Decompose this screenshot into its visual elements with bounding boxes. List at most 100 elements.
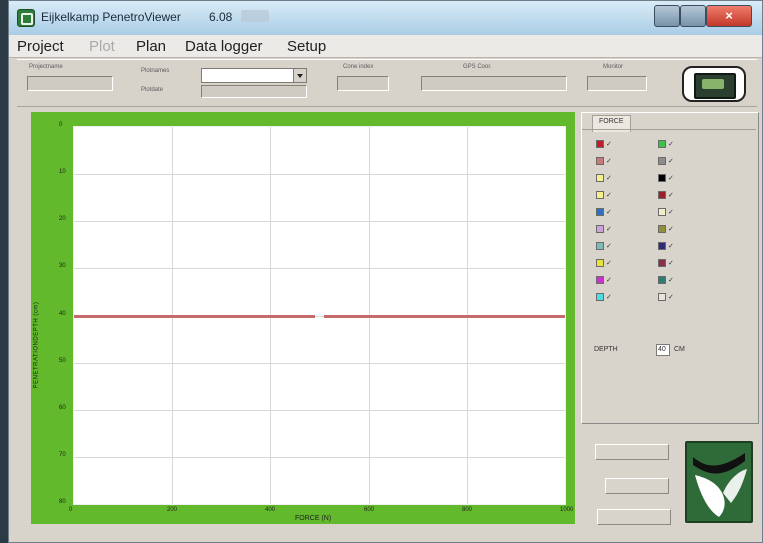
x-tick-label: 800	[462, 507, 473, 513]
legend-panel: FORCE ✓ ✓ ✓ ✓ ✓ ✓ ✓ ✓ ✓ ✓ ✓ ✓ ✓ ✓ ✓ ✓ ✓ ✓ ✓ ✓ DEPTH 40 CM	[581, 112, 759, 424]
legend-swatch	[658, 259, 666, 267]
legend-checkbox[interactable]: ✓	[606, 277, 612, 284]
legend-checkbox[interactable]: ✓	[606, 192, 612, 199]
legend-swatch	[658, 174, 666, 182]
action-button-middle[interactable]	[605, 478, 669, 494]
legend-swatch	[596, 174, 604, 182]
cone-index-label: Cone index	[343, 64, 374, 70]
depth-value: 40	[658, 346, 666, 353]
x-tick-label: 400	[265, 507, 276, 513]
force-tab-body: ✓ ✓ ✓ ✓ ✓ ✓ ✓ ✓ ✓ ✓ ✓ ✓ ✓ ✓ ✓ ✓ ✓ ✓ ✓ ✓ DEPTH 40 CM	[582, 129, 756, 422]
legend-checkbox[interactable]: ✓	[668, 260, 674, 267]
legend-swatch	[658, 140, 666, 148]
legend-checkbox[interactable]: ✓	[606, 243, 612, 250]
app-window: Eijkelkamp PenetroViewer 6.08 × Project …	[8, 0, 763, 543]
logo-mark-icon	[693, 453, 747, 517]
grid-line-horizontal	[74, 174, 565, 175]
window-version: 6.08	[209, 10, 233, 24]
chevron-down-icon[interactable]	[293, 69, 306, 82]
legend-checkbox[interactable]: ✓	[606, 226, 612, 233]
title-suffix	[241, 10, 269, 22]
projectname-label: Projectname	[29, 64, 63, 70]
legend-swatch	[596, 208, 604, 216]
action-button-top[interactable]	[595, 444, 669, 460]
depth-input[interactable]: 40	[656, 344, 670, 356]
title-bar: Eijkelkamp PenetroViewer 6.08 ×	[9, 1, 762, 35]
menu-data-logger[interactable]: Data logger	[185, 38, 263, 55]
menu-plan[interactable]: Plan	[136, 38, 167, 55]
legend-checkbox[interactable]: ✓	[606, 260, 612, 267]
legend-swatch	[658, 242, 666, 250]
legend-checkbox[interactable]: ✓	[668, 158, 674, 165]
legend-swatch	[658, 293, 666, 301]
y-tick-label: 20	[59, 216, 66, 222]
legend-checkbox[interactable]: ✓	[668, 294, 674, 301]
tab-force[interactable]: FORCE	[592, 115, 631, 132]
close-button[interactable]: ×	[706, 5, 752, 27]
depth-unit: CM	[674, 346, 685, 353]
plotnames-label: Plotnames	[141, 68, 170, 74]
legend-checkbox[interactable]: ✓	[606, 294, 612, 301]
action-button-bottom[interactable]	[597, 509, 671, 525]
minimize-button[interactable]	[654, 5, 680, 27]
monitor-label: Monitor	[603, 64, 624, 70]
gps-coor-label: GPS Coor.	[463, 64, 492, 70]
x-axis-title: FORCE (N)	[295, 515, 332, 522]
toolbar: Projectname Plotnames Plotdate Cone inde…	[17, 59, 757, 107]
x-tick-label: 1000	[560, 507, 574, 513]
series-line-segment	[74, 315, 315, 318]
plotdate-label: Plotdate	[141, 87, 164, 93]
maximize-button[interactable]	[680, 5, 706, 27]
plotdate-field[interactable]	[201, 85, 307, 98]
grid-line-horizontal	[74, 268, 565, 269]
legend-checkbox[interactable]: ✓	[668, 277, 674, 284]
x-tick-label: 600	[364, 507, 375, 513]
y-tick-label: 40	[59, 311, 66, 317]
legend-checkbox[interactable]: ✓	[668, 192, 674, 199]
eijkelkamp-logo	[685, 441, 753, 523]
gps-coor-field[interactable]	[421, 76, 567, 91]
projectname-field[interactable]	[27, 76, 113, 91]
legend-swatch	[596, 242, 604, 250]
legend-checkbox[interactable]: ✓	[606, 158, 612, 165]
y-tick-label: 10	[59, 169, 66, 175]
legend-checkbox[interactable]: ✓	[668, 141, 674, 148]
menu-project[interactable]: Project	[17, 38, 64, 55]
cone-index-field[interactable]	[337, 76, 389, 91]
plot-area	[73, 126, 566, 505]
x-tick-label: 0	[69, 507, 73, 513]
legend-checkbox[interactable]: ✓	[668, 243, 674, 250]
y-tick-label: 80	[59, 499, 66, 505]
menu-setup[interactable]: Setup	[287, 38, 327, 55]
legend-swatch	[596, 276, 604, 284]
y-tick-label: 50	[59, 358, 66, 364]
grid-line-horizontal	[74, 221, 565, 222]
legend-swatch	[596, 140, 604, 148]
datalogger-device-icon	[682, 66, 746, 102]
legend-checkbox[interactable]: ✓	[606, 209, 612, 216]
grid-line-horizontal	[74, 363, 565, 364]
legend-swatch	[596, 293, 604, 301]
plotnames-select[interactable]	[201, 68, 307, 83]
legend-checkbox[interactable]: ✓	[606, 175, 612, 182]
monitor-field[interactable]	[587, 76, 647, 91]
device-screen	[694, 73, 736, 99]
legend-swatch	[596, 191, 604, 199]
depth-label: DEPTH	[594, 346, 618, 353]
window-title: Eijkelkamp PenetroViewer	[41, 10, 181, 24]
menu-plot[interactable]: Plot	[89, 38, 115, 55]
legend-swatch	[596, 225, 604, 233]
legend-checkbox[interactable]: ✓	[668, 209, 674, 216]
legend-swatch	[596, 259, 604, 267]
y-tick-label: 0	[59, 122, 63, 128]
legend-swatch	[658, 276, 666, 284]
legend-checkbox[interactable]: ✓	[668, 175, 674, 182]
legend-swatch	[596, 157, 604, 165]
y-tick-label: 60	[59, 405, 66, 411]
legend-swatch	[658, 225, 666, 233]
legend-swatch	[658, 208, 666, 216]
chart-area: 0 200 400 600 800 1000 0 10 20 30 40 50 60 70 80 FORC…	[31, 112, 575, 524]
legend-checkbox[interactable]: ✓	[668, 226, 674, 233]
y-tick-label: 70	[59, 452, 66, 458]
legend-checkbox[interactable]: ✓	[606, 141, 612, 148]
